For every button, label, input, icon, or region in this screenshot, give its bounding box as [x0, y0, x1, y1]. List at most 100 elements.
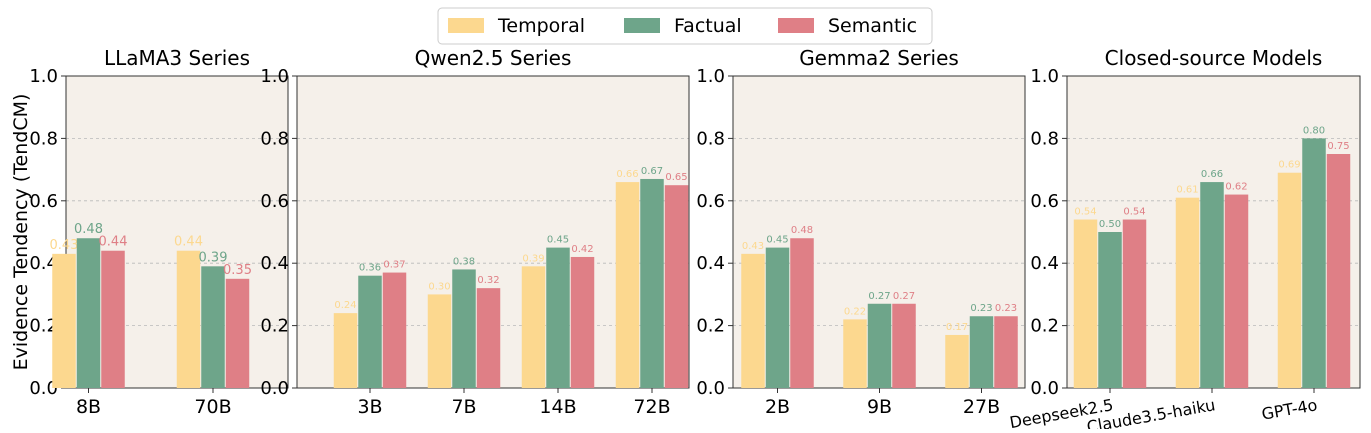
data-label-factual: 0.80: [1303, 125, 1325, 136]
y-tick-label: 0.0: [29, 378, 58, 399]
data-label-semantic: 0.54: [1123, 207, 1145, 218]
legend-swatch-factual: [624, 18, 660, 33]
y-tick-label: 0.4: [696, 253, 725, 274]
y-tick-label: 0.0: [260, 378, 289, 399]
x-tick-label: 7B: [451, 396, 476, 418]
y-tick-label: 0.6: [260, 191, 289, 212]
y-tick-label: 0.8: [29, 128, 58, 149]
bar-factual: [546, 247, 570, 388]
bar-factual: [76, 238, 101, 388]
data-label-factual: 0.50: [1099, 219, 1121, 230]
bar-factual: [201, 266, 225, 388]
bar-factual: [640, 178, 664, 388]
bar-semantic: [1326, 154, 1351, 388]
legend-swatch-semantic: [778, 18, 814, 33]
x-tick-label: 2B: [765, 396, 790, 418]
legend-label-factual: Factual: [674, 15, 742, 37]
legend-label-temporal: Temporal: [497, 15, 585, 37]
x-tick-label: 3B: [357, 396, 382, 418]
bar-semantic: [570, 256, 595, 388]
data-label-temporal: 0.61: [1176, 185, 1198, 196]
data-label-factual: 0.48: [74, 222, 103, 237]
y-tick-label: 0.0: [1030, 378, 1059, 399]
y-tick-label: 1.0: [260, 66, 289, 87]
bar-semantic: [664, 185, 689, 388]
panel-title: Qwen2.5 Series: [415, 46, 572, 70]
y-tick-label: 1.0: [29, 66, 58, 87]
bar-temporal: [1175, 197, 1200, 388]
x-tick-label: 8B: [76, 396, 101, 418]
x-tick-label: 70B: [194, 396, 231, 418]
data-label-semantic: 0.35: [223, 263, 252, 278]
bar-temporal: [52, 253, 76, 388]
y-tick-label: 0.6: [29, 191, 58, 212]
y-tick-label: 0.4: [29, 253, 58, 274]
data-label-semantic: 0.62: [1225, 182, 1247, 193]
bar-temporal: [333, 313, 358, 388]
data-label-factual: 0.66: [1201, 169, 1223, 180]
bar-temporal: [741, 253, 765, 388]
bar-temporal: [521, 266, 546, 388]
data-label-temporal: 0.44: [174, 235, 203, 250]
bar-temporal: [945, 334, 969, 388]
data-label-factual: 0.27: [868, 291, 890, 302]
legend-frame: [437, 7, 933, 45]
bar-semantic: [892, 303, 916, 388]
data-label-temporal: 0.54: [1074, 207, 1096, 218]
y-tick-label: 1.0: [696, 66, 725, 87]
data-label-factual: 0.45: [547, 235, 569, 246]
bar-semantic: [476, 288, 501, 388]
data-label-semantic: 0.65: [665, 172, 687, 183]
data-label-factual: 0.67: [641, 166, 663, 177]
x-tick-label: 72B: [633, 396, 670, 418]
data-label-temporal: 0.24: [334, 300, 356, 311]
y-tick-label: 0.2: [260, 316, 289, 337]
y-tick-label: 0.8: [696, 128, 725, 149]
bar-factual: [358, 275, 382, 388]
data-label-semantic: 0.75: [1327, 141, 1349, 152]
y-tick-label: 0.2: [29, 316, 58, 337]
data-label-semantic: 0.44: [99, 235, 128, 250]
x-tick-label: 27B: [963, 396, 1000, 418]
x-tick-label: 9B: [867, 396, 892, 418]
data-label-factual: 0.45: [766, 235, 788, 246]
bar-semantic: [994, 316, 1018, 388]
data-label-semantic: 0.37: [383, 260, 405, 271]
data-label-semantic: 0.27: [893, 291, 915, 302]
data-label-semantic: 0.23: [995, 303, 1017, 314]
y-tick-label: 0.6: [1030, 191, 1059, 212]
y-tick-label: 0.0: [696, 378, 725, 399]
panel-title: Closed-source Models: [1105, 46, 1323, 70]
legend: Temporal Factual Semantic: [437, 7, 933, 45]
bar-semantic: [101, 250, 125, 388]
data-label-temporal: 0.43: [50, 238, 79, 253]
y-tick-label: 1.0: [1030, 66, 1059, 87]
data-label-factual: 0.23: [970, 303, 992, 314]
panel-2: 0.0 0.2 0.4 0.6 0.8 1.0 Qwen2.5 Series 0.24 0.36…: [260, 46, 690, 418]
bar-semantic: [790, 238, 814, 388]
data-label-temporal: 0.22: [844, 306, 866, 317]
bar-factual: [452, 269, 476, 388]
x-tick-label: 14B: [539, 396, 576, 418]
legend-label-semantic: Semantic: [828, 15, 917, 37]
data-label-temporal: 0.30: [428, 281, 450, 292]
bar-semantic: [1122, 219, 1147, 388]
panel-4: 0.0 0.2 0.4 0.6 0.8 1.0 Closed-source Models 0.…: [1008, 46, 1361, 433]
bar-temporal: [615, 182, 640, 388]
bar-semantic: [1224, 194, 1249, 388]
x-tick-label: GPT-4o: [1260, 395, 1319, 423]
bar-temporal: [843, 319, 867, 388]
bar-factual: [1098, 232, 1122, 388]
bar-factual: [1200, 182, 1224, 388]
data-label-factual: 0.36: [359, 263, 381, 274]
bar-temporal: [1073, 219, 1098, 388]
y-axis-label: Evidence Tendency (TendCM): [10, 94, 32, 371]
bar-factual: [765, 247, 790, 388]
data-label-semantic: 0.48: [791, 225, 813, 236]
y-tick-label: 0.6: [696, 191, 725, 212]
y-tick-label: 0.2: [1030, 316, 1059, 337]
bar-factual: [867, 303, 892, 388]
